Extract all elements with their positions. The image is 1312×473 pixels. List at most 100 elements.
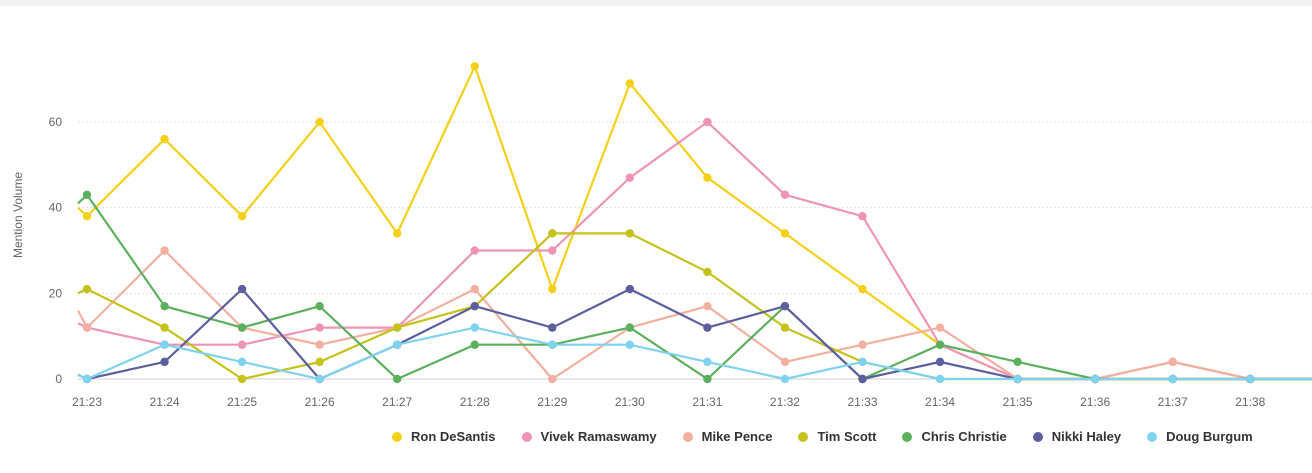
series-point-1 [237,340,247,349]
series-point-5 [548,323,557,332]
x-tick-label: 21:36 [1080,395,1110,409]
series-point-6 [1168,374,1177,384]
series-point-3 [393,323,402,332]
series-point-4 [315,301,324,311]
series-point-3 [315,357,324,367]
series-point-0 [470,62,479,71]
series-point-4 [1013,357,1022,367]
series-point-0 [315,117,324,127]
series-point-2 [315,340,324,349]
series-point-3 [160,323,169,332]
line-chart: 0 20 40 60 21:23 21:24 21:25 21:26 21:27 21:28 21:… [11,62,1312,409]
legend-marker-icon [521,431,532,442]
y-tick-label: 0 [55,372,62,386]
series-point-6 [160,340,169,349]
x-tick-label: 21:30 [615,395,645,409]
series-point-5 [780,301,790,311]
series-point-4 [82,190,92,200]
legend-marker-icon [1147,431,1158,442]
series-point-6 [548,340,557,349]
x-tick-label: 21:25 [227,395,257,409]
legend-marker-icon [1032,431,1043,442]
x-tick-label: 21:23 [72,395,102,409]
chart-legend: Ron DeSantis Vivek Ramaswamy Mike Pence Tim… [392,429,1253,444]
legend-label: Mike Pence [701,429,773,444]
series-point-4 [393,374,402,384]
x-tick-label: 21:28 [460,395,490,409]
series-point-1 [703,117,712,127]
series-line-1 [77,120,1312,381]
legend-marker-icon [682,431,693,442]
legend-item[interactable]: Tim Scott [798,429,876,444]
series-point-3 [82,284,92,294]
series-line-6 [77,326,1312,381]
series-point-4 [160,301,169,311]
legend-item[interactable]: Nikki Haley [1032,429,1122,444]
series-point-2 [780,357,790,367]
legend-item[interactable]: Mike Pence [682,429,773,444]
legend-marker-icon [798,431,809,442]
series-point-6 [82,374,92,384]
series-point-1 [780,190,790,200]
top-strip [0,0,1312,6]
series-point-3 [237,374,247,384]
series-point-4 [703,374,712,384]
series-point-2 [858,340,867,349]
series-point-5 [470,301,479,311]
legend-item[interactable]: Doug Burgum [1147,429,1253,444]
legend-label: Nikki Haley [1051,429,1122,444]
x-tick-label: 21:26 [305,395,335,409]
series-line-4 [77,193,1312,381]
series-point-5 [160,357,169,367]
series-point-2 [1168,357,1177,367]
series-point-0 [393,229,402,238]
series-point-5 [237,284,247,294]
series-point-4 [237,323,247,332]
legend-label: Doug Burgum [1166,429,1253,444]
legend-item[interactable]: Vivek Ramaswamy [521,429,657,444]
series-point-6 [935,374,945,384]
series-point-2 [935,323,945,332]
series-point-1 [548,246,557,255]
legend-marker-icon [392,431,402,442]
series-line-2 [77,248,1312,381]
series-point-1 [315,323,324,332]
legend-item[interactable]: Ron DeSantis [392,429,496,444]
series-point-1 [858,212,867,221]
series-point-3 [780,323,790,332]
x-tick-label: 21:31 [692,395,722,409]
y-tick-label: 40 [49,201,63,215]
series-line-3 [77,232,1312,381]
y-axis-label: Mention Volume [11,172,25,258]
legend-item[interactable]: Chris Christie [902,429,1007,444]
series-point-2 [548,374,557,384]
series-point-2 [703,301,712,311]
series-point-0 [625,79,635,88]
series-point-6 [858,357,867,367]
series-point-0 [858,284,867,294]
x-tick-label: 21:35 [1003,395,1033,409]
series-point-5 [625,284,635,294]
legend-label: Ron DeSantis [411,429,496,444]
y-tick-label: 20 [49,286,63,300]
series-point-4 [935,340,945,349]
x-tick-label: 21:38 [1235,395,1265,409]
series-point-6 [470,323,479,332]
y-tick-label: 60 [49,115,63,129]
series-point-6 [625,340,635,349]
legend-label: Chris Christie [921,429,1007,444]
series-point-4 [625,323,635,332]
series-point-6 [703,357,712,367]
series-point-6 [315,374,324,384]
series-point-3 [548,229,557,238]
legend-marker-icon [902,431,913,442]
series-point-1 [470,246,479,255]
series-point-0 [160,134,169,144]
x-tick-label: 21:32 [770,395,800,409]
series-point-5 [935,357,945,367]
x-tick-label: 21:34 [925,395,955,409]
series-point-6 [237,357,247,367]
series-point-6 [1090,374,1100,384]
series-point-3 [703,267,712,277]
series-point-6 [780,374,790,384]
